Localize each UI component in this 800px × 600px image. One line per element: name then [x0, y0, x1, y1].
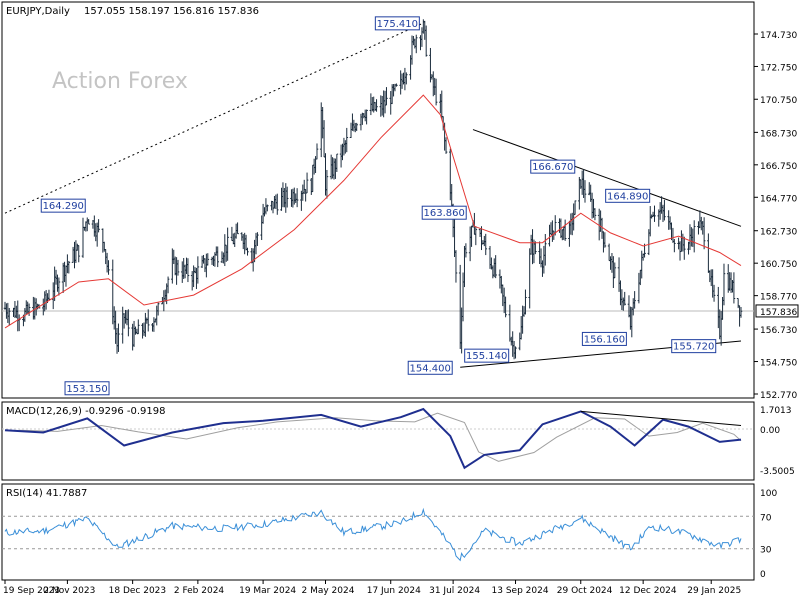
price-tick-label: 152.770: [760, 391, 797, 401]
macd-label: MACD(12,26,9) -0.9296 -0.9198: [6, 406, 166, 417]
time-tick-label: 29 Jan 2025: [687, 586, 741, 596]
price-tick-label: 172.750: [760, 63, 797, 73]
price-label: 166.670: [532, 162, 573, 173]
price-label-box: [671, 339, 717, 354]
macd-tick-label: -3.5005: [760, 467, 795, 477]
macd-tick-label: 0.00: [760, 426, 780, 436]
rsi-layer: [2, 507, 754, 562]
rsi-axis: 100 70 30 0: [760, 489, 777, 580]
macd-line: [4, 407, 742, 470]
macd-signal-line: [19, 412, 742, 462]
price-label-box: [530, 159, 576, 174]
price-label-box: [421, 205, 467, 220]
time-tick-label: 12 Dec 2024: [619, 586, 677, 596]
macd-tick-label: 1.7013: [760, 406, 792, 416]
price-label: 163.860: [424, 208, 465, 219]
rsi-tick-label: 100: [760, 489, 777, 499]
price-tick-label: 162.730: [760, 228, 797, 238]
rsi-line: [4, 507, 742, 562]
price-tick-label: 166.750: [760, 162, 797, 172]
price-tick-label: 170.750: [760, 96, 797, 106]
price-axis: 174.730 172.750 170.750 168.730 166.750 164.7…: [754, 31, 799, 401]
time-tick-label: 2 Nov 2023: [43, 586, 95, 596]
time-tick-label: 2 Feb 2024: [174, 586, 225, 596]
time-tick-label: 31 Jul 2024: [429, 586, 480, 596]
time-tick-label: 19 Sep 2023: [3, 586, 60, 596]
watermark-text: Action Forex: [52, 69, 188, 94]
rsi-tick-label: 30: [760, 546, 772, 556]
price-tick-label: 160.750: [760, 260, 797, 270]
price-label: 153.150: [66, 384, 107, 395]
trendline-1: [472, 129, 742, 227]
price-label-box: [581, 331, 627, 346]
price-tick-label: 154.750: [760, 359, 797, 369]
price-label: 155.720: [673, 342, 714, 353]
price-label: 155.140: [466, 351, 507, 362]
time-tick-label: 2 May 2024: [301, 586, 354, 596]
rsi-label: RSI(14) 41.7887: [6, 488, 87, 499]
price-tick-label: 168.730: [760, 129, 797, 139]
time-tick-label: 19 Mar 2024: [239, 586, 296, 596]
rsi-tick-label: 0: [760, 570, 766, 580]
time-tick-label: 29 Oct 2024: [557, 586, 613, 596]
macd-axis: 1.7013 0.00 -3.5005: [760, 406, 795, 477]
time-tick-label: 18 Dec 2023: [109, 586, 167, 596]
price-tick-label: 174.730: [760, 31, 797, 41]
rsi-tick-label: 70: [760, 513, 772, 523]
price-label-box: [40, 198, 86, 213]
macd-panel-frame: [1, 401, 755, 481]
price-label-box: [464, 348, 510, 363]
trendline-0: [4, 22, 424, 214]
price-label: 164.290: [43, 201, 84, 212]
macd-trendline: [580, 410, 742, 426]
price-label: 156.160: [584, 334, 625, 345]
price-label-box: [374, 16, 420, 31]
time-tick-label: 13 Sep 2024: [492, 586, 549, 596]
ohlc-label: 157.055 158.197 156.816 157.836: [84, 6, 259, 17]
rsi-panel-frame: [1, 483, 755, 581]
current-price-label: 157.836: [760, 308, 797, 318]
time-tick-label: 17 Jun 2024: [367, 586, 421, 596]
price-tick-label: 158.770: [760, 293, 797, 303]
price-label: 164.890: [607, 191, 648, 202]
price-label: 175.410: [377, 19, 418, 30]
symbol-label: EURJPY,Daily: [6, 6, 70, 17]
current-price-box: [755, 304, 799, 318]
price-label: 154.400: [410, 363, 451, 374]
price-layer: 175.410 164.290 153.150 163.860 154.400 155.1…: [2, 16, 754, 396]
price-tick-label: 164.770: [760, 194, 797, 204]
price-label-box: [407, 360, 453, 375]
price-label-box: [64, 381, 110, 396]
price-tick-label: 156.730: [760, 326, 797, 336]
price-label-box: [605, 188, 651, 203]
macd-layer: [2, 407, 754, 470]
moving-average-line: [4, 94, 742, 329]
